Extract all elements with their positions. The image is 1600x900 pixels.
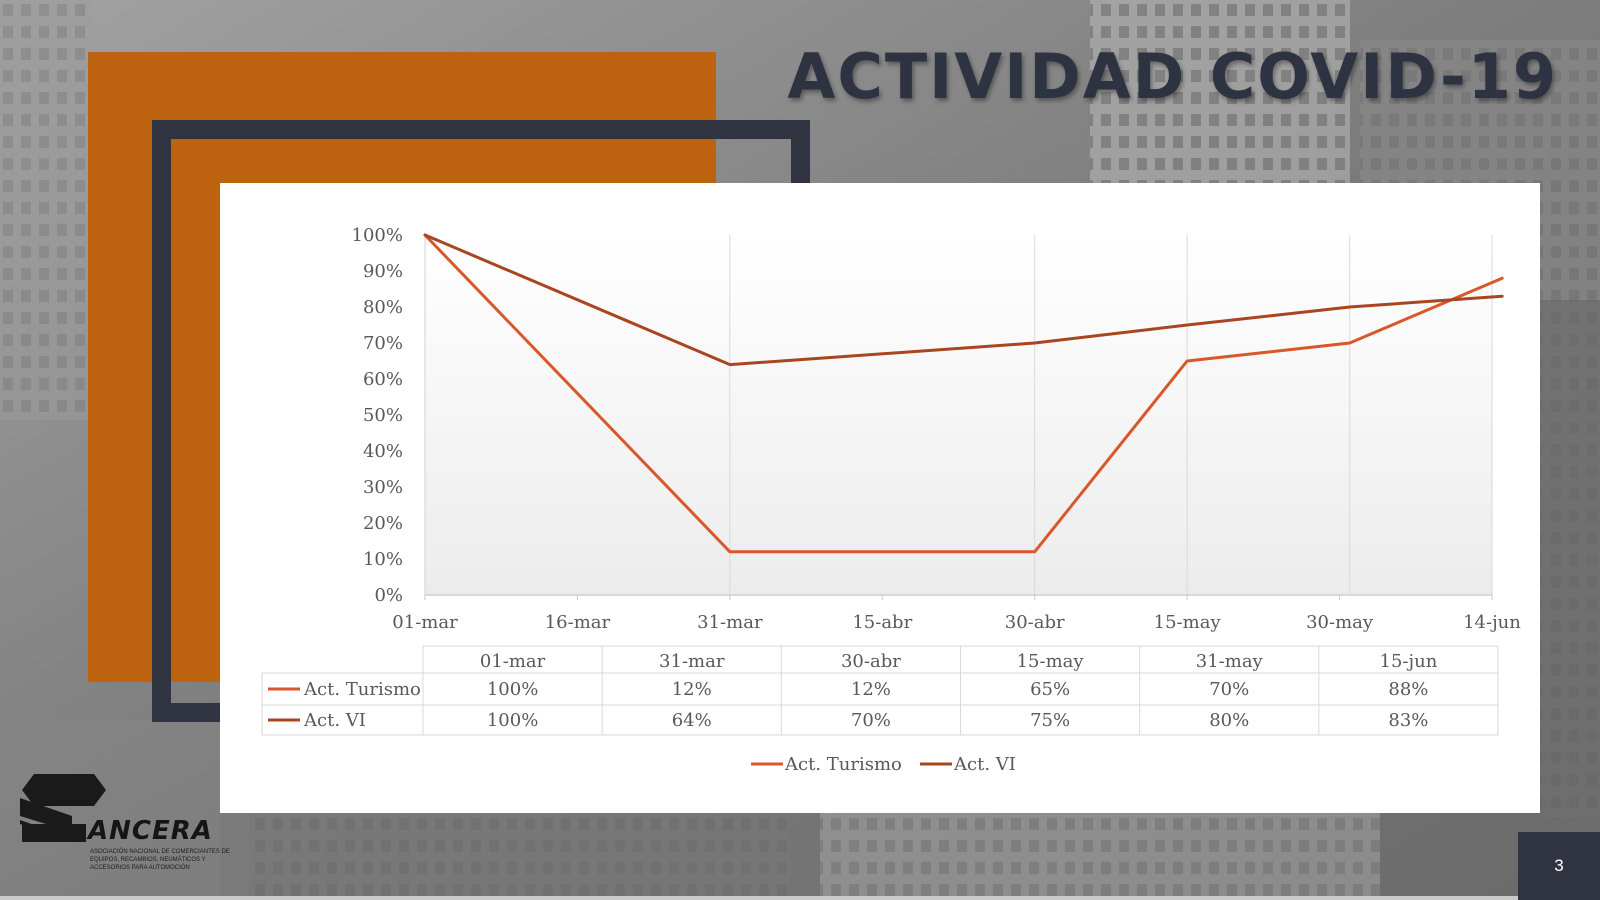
y-tick-label: 100% [352,225,403,246]
slide-title: ACTIVIDAD COVID-19 [787,40,1558,113]
x-tick-label: 15-abr [852,612,912,633]
logo-mark-icon [20,774,106,842]
table-value-cell: 75% [1030,710,1070,731]
table-header-cell: 31-may [1196,651,1264,672]
table-header-cell: 15-may [1017,651,1085,672]
x-tick-label: 16-mar [545,612,611,633]
table-value-cell: 100% [487,710,538,731]
y-tick-label: 50% [363,405,403,426]
table-header-cell: 31-mar [659,651,725,672]
x-tick-label: 31-mar [697,612,763,633]
table-header-cell: 30-abr [841,651,901,672]
series-line-vi [423,233,1504,367]
x-tick-label: 01-mar [392,612,458,633]
y-tick-label: 30% [363,477,403,498]
page-number: 3 [1518,832,1600,900]
y-tick-label: 0% [374,585,403,606]
table-value-cell: 12% [672,679,712,700]
chart-panel: 0% 10% 20% 30% 40% 50% 60% 70% 80% 90% 100% 01-mar 1… [220,183,1540,813]
y-tick-label: 60% [363,369,403,390]
logo-subtitle: ASOCIACIÓN NACIONAL DE COMERCIANTES DE E… [90,849,230,871]
x-tick-label: 14-jun [1463,612,1521,633]
y-tick-label: 10% [363,549,403,570]
table-value-cell: 65% [1030,679,1070,700]
legend-label: Act. Turismo [784,754,902,775]
line-chart: 0% 10% 20% 30% 40% 50% 60% 70% 80% 90% 100% 01-mar 1… [261,225,1521,775]
ancera-logo: ANCERA ASOCIACIÓN NACIONAL DE COMERCIANT… [20,772,250,882]
logo-wordmark: ANCERA [88,816,213,846]
table-value-cell: 88% [1388,679,1428,700]
x-tick-label: 30-may [1306,612,1374,633]
y-tick-label: 40% [363,441,403,462]
table-header-cell: 15-jun [1380,651,1438,672]
table-value-cell: 70% [851,710,891,731]
table-value-cell: 100% [487,679,538,700]
legend-label: Act. VI [953,754,1016,775]
table-value-cell: 70% [1209,679,1249,700]
table-value-cell: 83% [1388,710,1428,731]
y-tick-label: 90% [363,261,403,282]
y-tick-label: 80% [363,297,403,318]
series-line-turismo [423,233,1504,554]
table-series-name: Act. VI [303,710,366,731]
x-tick-label: 15-may [1154,612,1222,633]
plot-area [425,235,1492,595]
table-value-cell: 12% [851,679,891,700]
table-header-cell: 01-mar [480,651,546,672]
table-value-cell: 80% [1209,710,1249,731]
x-tick-label: 30-abr [1005,612,1065,633]
table-value-cell: 64% [672,710,712,731]
y-tick-label: 20% [363,513,403,534]
y-tick-label: 70% [363,333,403,354]
table-series-name: Act. Turismo [303,679,421,700]
